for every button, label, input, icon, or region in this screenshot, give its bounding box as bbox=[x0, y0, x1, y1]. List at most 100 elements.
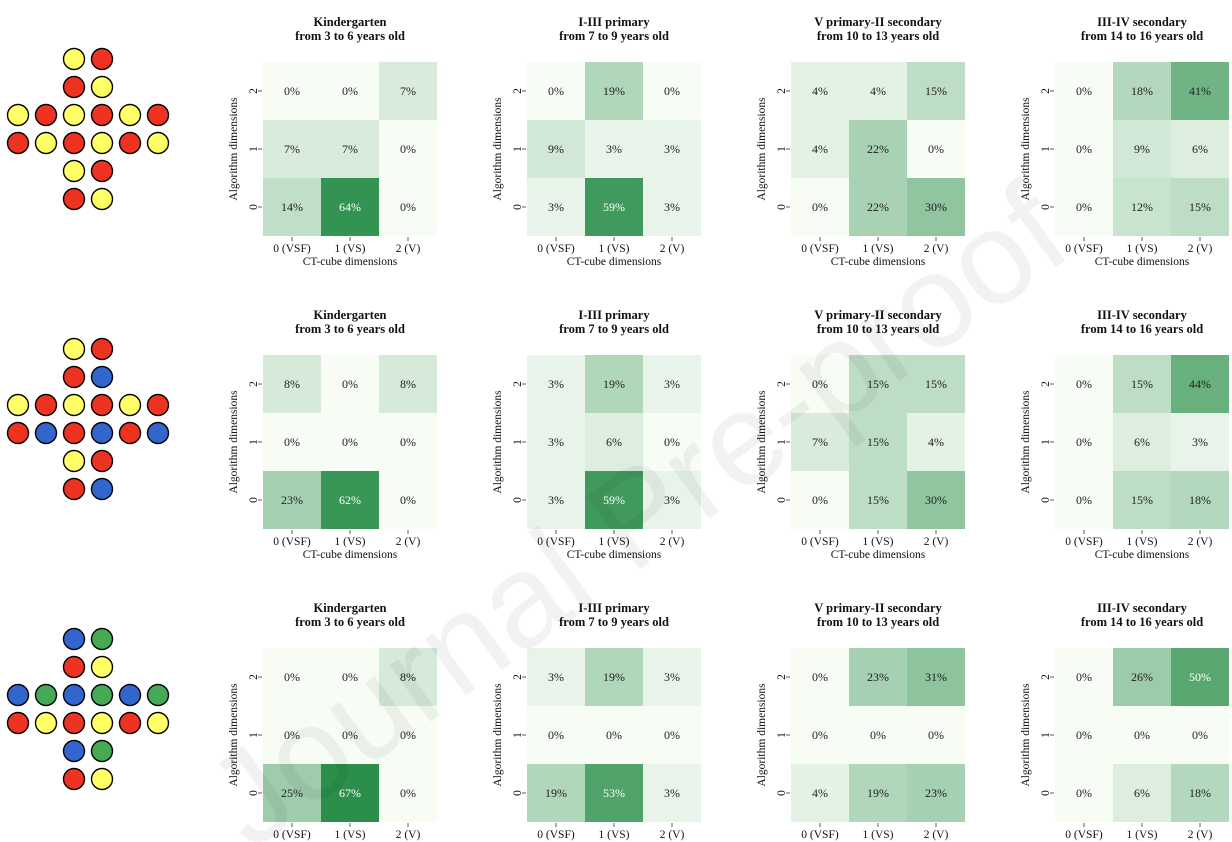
cell-label: 3% bbox=[548, 200, 564, 214]
peg bbox=[90, 337, 114, 361]
cell-label: 59% bbox=[603, 493, 625, 507]
peg bbox=[6, 421, 30, 445]
chart-title: III-IV secondary bbox=[1097, 15, 1187, 29]
heatmap-cell bbox=[1171, 120, 1229, 178]
x-tick-label: 1 (VS) bbox=[599, 829, 630, 841]
heatmap-cell bbox=[1171, 706, 1229, 764]
heatmap-cell bbox=[321, 471, 379, 529]
peg bbox=[62, 75, 86, 99]
x-tick-label: 0 (VSF) bbox=[537, 829, 575, 841]
peg bbox=[118, 711, 142, 735]
cell-label: 50% bbox=[1189, 670, 1211, 684]
y-tick-label: 1 bbox=[512, 146, 524, 152]
peg bbox=[90, 365, 114, 389]
chart-title: from 3 to 6 years old bbox=[295, 615, 405, 629]
peg bbox=[90, 131, 114, 155]
y-axis-label: Algorithm dimensions bbox=[756, 683, 768, 787]
peg bbox=[90, 103, 114, 127]
cell-label: 0% bbox=[400, 728, 416, 742]
y-tick-label: 1 bbox=[1040, 439, 1052, 445]
peg bbox=[6, 393, 30, 417]
x-tick-label: 1 (VS) bbox=[599, 243, 630, 255]
cell-label: 0% bbox=[284, 435, 300, 449]
cell-label: 15% bbox=[867, 377, 889, 391]
cell-label: 3% bbox=[664, 786, 680, 800]
peg bbox=[90, 159, 114, 183]
cell-label: 3% bbox=[548, 377, 564, 391]
cell-label: 6% bbox=[606, 435, 622, 449]
cell-label: 0% bbox=[400, 142, 416, 156]
peg bbox=[62, 767, 86, 791]
heatmap-cell bbox=[527, 178, 585, 236]
chart-title: I-III primary bbox=[578, 15, 650, 29]
cell-label: 7% bbox=[400, 84, 416, 98]
heatmap-cell bbox=[379, 471, 437, 529]
cell-label: 8% bbox=[284, 377, 300, 391]
heatmap-cell bbox=[643, 355, 701, 413]
cell-label: 15% bbox=[867, 493, 889, 507]
x-tick-label: 0 (VSF) bbox=[273, 243, 311, 255]
cell-label: 0% bbox=[1192, 728, 1208, 742]
heatmap-cell bbox=[1055, 706, 1113, 764]
heatmap-cell bbox=[321, 648, 379, 706]
cell-label: 6% bbox=[1134, 435, 1150, 449]
heatmap-cell bbox=[263, 62, 321, 120]
peg bbox=[62, 337, 86, 361]
y-axis-label: Algorithm dimensions bbox=[492, 97, 504, 201]
x-axis-label: CT-cube dimensions bbox=[831, 256, 926, 268]
peg bbox=[62, 159, 86, 183]
cell-label: 25% bbox=[281, 786, 303, 800]
cell-label: 15% bbox=[925, 84, 947, 98]
heatmap-cell bbox=[849, 62, 907, 120]
heatmap-cell bbox=[1113, 648, 1171, 706]
cell-label: 0% bbox=[928, 142, 944, 156]
heatmap-cell bbox=[321, 62, 379, 120]
y-tick-label: 1 bbox=[1040, 732, 1052, 738]
x-axis-label: CT-cube dimensions bbox=[567, 549, 662, 561]
peg bbox=[90, 187, 114, 211]
heatmap-cell bbox=[1171, 62, 1229, 120]
heatmap-cell bbox=[791, 413, 849, 471]
x-tick-label: 0 (VSF) bbox=[1065, 243, 1103, 255]
y-axis-label: Algorithm dimensions bbox=[228, 390, 240, 494]
cell-label: 41% bbox=[1189, 84, 1211, 98]
x-tick-label: 2 (V) bbox=[396, 243, 421, 255]
heatmap-cell bbox=[849, 120, 907, 178]
peg bbox=[90, 47, 114, 71]
cell-label: 0% bbox=[284, 670, 300, 684]
x-tick-label: 0 (VSF) bbox=[801, 829, 839, 841]
cell-label: 0% bbox=[606, 728, 622, 742]
y-tick-label: 2 bbox=[776, 88, 788, 94]
peg bbox=[118, 421, 142, 445]
y-axis-label: Algorithm dimensions bbox=[1020, 390, 1032, 494]
cell-label: 3% bbox=[606, 142, 622, 156]
pattern-3 bbox=[6, 627, 170, 791]
chart-title: Kindergarten bbox=[314, 308, 387, 322]
heatmap-cell bbox=[1055, 355, 1113, 413]
heatmap-cell bbox=[1055, 120, 1113, 178]
heatmap-cell bbox=[1113, 355, 1171, 413]
x-axis-label: CT-cube dimensions bbox=[567, 256, 662, 268]
y-tick-label: 2 bbox=[248, 88, 260, 94]
cell-label: 3% bbox=[664, 493, 680, 507]
cell-label: 0% bbox=[400, 493, 416, 507]
cell-label: 0% bbox=[664, 84, 680, 98]
heatmap-cell bbox=[643, 120, 701, 178]
heatmap-cell bbox=[585, 648, 643, 706]
chart-title: from 3 to 6 years old bbox=[295, 29, 405, 43]
heatmap-cell bbox=[791, 648, 849, 706]
cell-label: 64% bbox=[339, 200, 361, 214]
heatmap-cell bbox=[1055, 62, 1113, 120]
cell-label: 0% bbox=[870, 728, 886, 742]
peg bbox=[146, 683, 170, 707]
pattern-1 bbox=[6, 47, 170, 211]
x-tick-label: 1 (VS) bbox=[599, 536, 630, 548]
peg bbox=[90, 627, 114, 651]
y-axis-label: Algorithm dimensions bbox=[1020, 97, 1032, 201]
peg bbox=[62, 449, 86, 473]
cell-label: 7% bbox=[284, 142, 300, 156]
